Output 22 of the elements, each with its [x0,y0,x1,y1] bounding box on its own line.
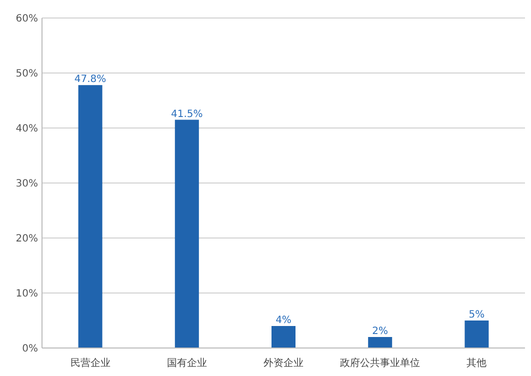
bar [272,326,296,348]
x-tick-label: 政府公共事业单位 [340,357,420,369]
data-label: 4% [276,315,292,326]
x-tick-label: 外资企业 [264,357,304,369]
data-label: 47.8% [74,74,106,86]
y-tick-label: 50% [16,68,38,80]
data-label: 41.5% [171,108,203,120]
x-tick-label: 其他 [466,357,487,369]
x-tick-label: 国有企业 [166,357,207,369]
y-tick-label: 40% [16,124,38,134]
y-tick-label: 30% [16,178,38,190]
bar [368,337,392,348]
y-tick-label: 20% [16,234,38,244]
data-label: 5% [468,310,485,320]
bar [464,320,489,348]
y-tick-label: 0% [22,344,38,354]
y-tick-label: 60% [16,14,38,24]
y-tick-label: 10% [16,288,38,300]
x-tick-label: 民营企业 [70,357,110,369]
bar [174,120,199,348]
data-label: 2% [372,326,388,337]
bar [78,85,102,348]
